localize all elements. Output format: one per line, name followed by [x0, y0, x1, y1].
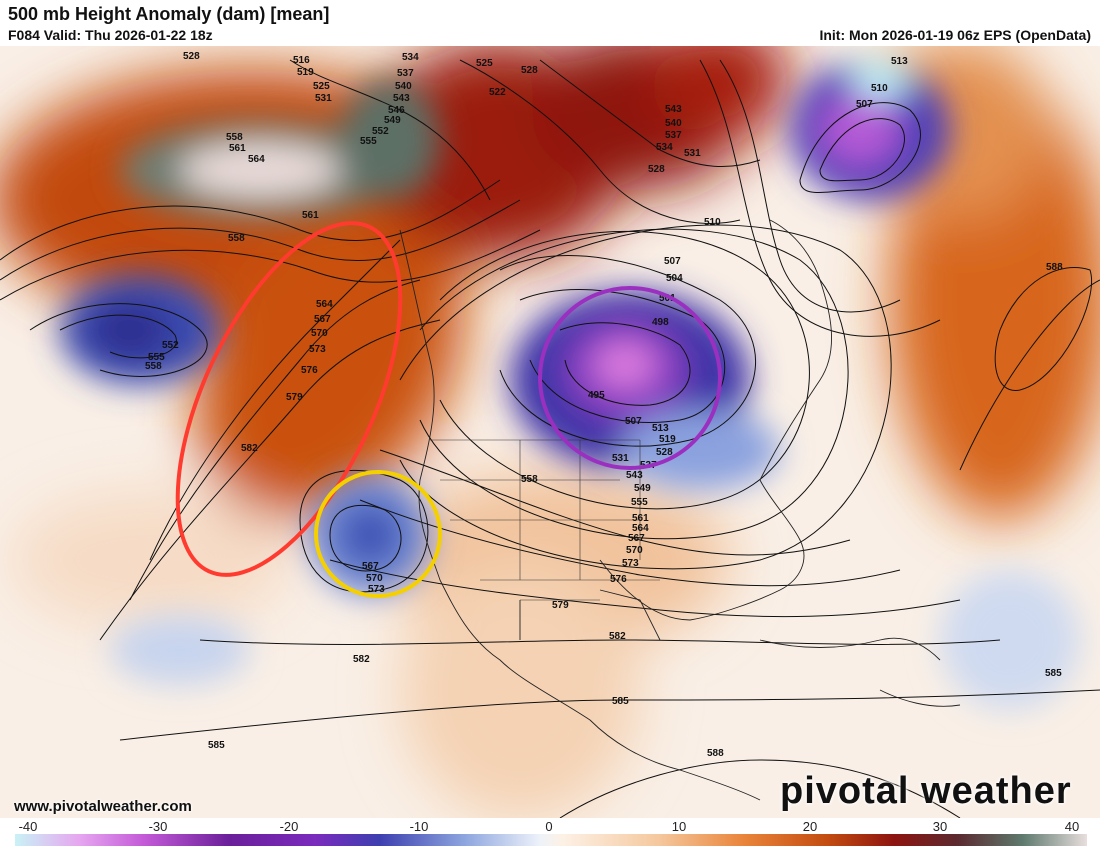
colorbar-tick: 10 [671, 819, 687, 834]
height-label: 522 [489, 87, 506, 98]
height-label: 561 [229, 143, 246, 154]
height-label: 585 [208, 740, 225, 751]
website-url: www.pivotalweather.com [14, 798, 192, 815]
map-svg: 528 516 519 525 531 534 537 540 543 546 … [0, 46, 1100, 818]
height-label: 558 [521, 474, 538, 485]
height-label: 585 [612, 696, 629, 707]
height-label: 519 [659, 434, 676, 445]
height-label: 537 [397, 68, 414, 79]
yellow-cutoff-circle [314, 470, 442, 598]
height-label: 567 [314, 314, 331, 325]
state-borders [430, 439, 660, 601]
height-label: 567 [362, 561, 379, 572]
height-label: 573 [368, 584, 385, 595]
colorbar-tick: -10 [409, 819, 429, 834]
height-label: 558 [226, 132, 243, 143]
colorbar-tick: 40 [1064, 819, 1080, 834]
height-label: 573 [309, 344, 326, 355]
height-label: 576 [301, 365, 318, 376]
init-time: Init: Mon 2026-01-19 06z EPS (OpenData) [819, 27, 1091, 43]
height-label: 534 [402, 52, 419, 63]
red-ridge-ellipse [175, 221, 403, 577]
height-contours [0, 59, 1100, 818]
height-label: 564 [248, 154, 265, 165]
height-label: 549 [384, 115, 401, 126]
height-label: 507 [625, 416, 642, 427]
height-label: 513 [891, 56, 908, 67]
height-label: 582 [609, 631, 626, 642]
height-label: 519 [297, 67, 314, 78]
height-label: 573 [622, 558, 639, 569]
height-label: 501 [659, 293, 676, 304]
height-label: 564 [316, 299, 333, 310]
height-label: 552 [372, 126, 389, 137]
height-label: 540 [665, 118, 682, 129]
height-label: 582 [241, 443, 258, 454]
height-label: 558 [145, 361, 162, 372]
height-label: 510 [871, 83, 888, 94]
height-label: 543 [393, 93, 410, 104]
coastlines [399, 219, 961, 801]
height-label: 531 [612, 453, 629, 464]
colorbar-tick: 0 [545, 819, 553, 834]
height-label: 525 [313, 81, 330, 92]
height-label: 528 [648, 164, 665, 175]
height-label: 540 [395, 81, 412, 92]
height-label: 576 [610, 574, 627, 585]
colorbar-tick: 30 [932, 819, 948, 834]
height-label: 582 [353, 654, 370, 665]
height-label-group: 528 516 519 525 531 534 537 540 543 546 … [145, 51, 1063, 759]
height-label: 507 [664, 256, 681, 267]
map-title: 500 mb Height Anomaly (dam) [mean] [8, 4, 330, 24]
height-label: 588 [707, 748, 724, 759]
height-label: 552 [162, 340, 179, 351]
height-label: 561 [302, 210, 319, 221]
height-label: 555 [631, 497, 648, 508]
height-label: 579 [552, 600, 569, 611]
height-label: 555 [148, 352, 165, 363]
height-label: 564 [632, 523, 649, 534]
height-label: 570 [626, 545, 643, 556]
height-label: 510 [704, 217, 721, 228]
height-label: 579 [286, 392, 303, 403]
height-label: 531 [315, 93, 332, 104]
header: 500 mb Height Anomaly (dam) [mean] F084 … [0, 0, 1100, 46]
colorbar-tick: -40 [18, 819, 38, 834]
colorbar-tick: -30 [148, 819, 168, 834]
valid-time: F084 Valid: Thu 2026-01-22 18z [8, 27, 213, 43]
map-panel: 528 516 519 525 531 534 537 540 543 546 … [0, 46, 1100, 818]
height-label: 495 [588, 390, 605, 401]
height-label: 513 [652, 423, 669, 434]
height-label: 555 [360, 136, 377, 147]
height-label: 570 [311, 328, 328, 339]
colorbar [15, 834, 1087, 846]
height-label: 537 [665, 130, 682, 141]
height-label: 498 [652, 317, 669, 328]
height-label: 528 [183, 51, 200, 62]
height-label: 504 [666, 273, 683, 284]
colorbar-tick: -20 [279, 819, 299, 834]
height-label: 531 [684, 148, 701, 159]
height-label: 567 [628, 533, 645, 544]
height-label: 528 [521, 65, 538, 76]
height-label: 546 [388, 105, 405, 116]
height-label: 528 [656, 447, 673, 458]
colorbar-tick: 20 [802, 819, 818, 834]
height-label: 585 [1045, 668, 1062, 679]
height-label: 516 [293, 55, 310, 66]
purple-trough-circle [538, 286, 722, 470]
height-label: 570 [366, 573, 383, 584]
height-label: 543 [626, 470, 643, 481]
height-label: 525 [476, 58, 493, 69]
height-label: 549 [634, 483, 651, 494]
height-label: 558 [228, 233, 245, 244]
height-label: 561 [632, 513, 649, 524]
height-label: 543 [665, 104, 682, 115]
height-label: 588 [1046, 262, 1063, 273]
height-label: 507 [856, 99, 873, 110]
height-label: 534 [656, 142, 673, 153]
brand-logo: pivotal weather [780, 770, 1072, 812]
